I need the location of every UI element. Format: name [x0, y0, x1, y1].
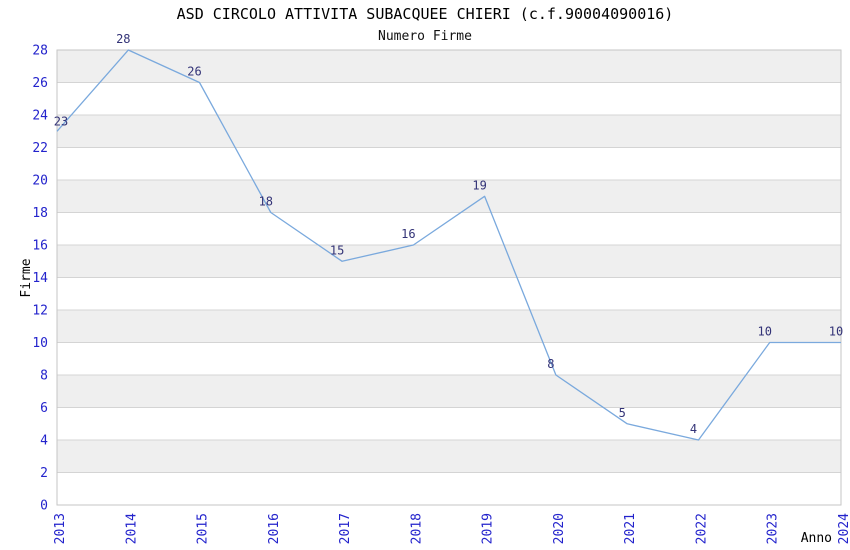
series-layer [56, 49, 841, 441]
y-tick-label: 18 [32, 206, 48, 221]
background-band [57, 310, 841, 343]
plot-border [56, 49, 842, 506]
x-tick-label: 2020 [552, 513, 567, 544]
data-point-label: 26 [187, 65, 201, 79]
y-tick-label: 8 [40, 369, 48, 384]
background-band [57, 440, 841, 473]
y-tick-label: 4 [40, 434, 48, 449]
x-tick-label: 2013 [53, 513, 68, 544]
x-axis-tick-labels: 2013 2014 2015 2016 2017 2018 2019 2020 2021 2022… [53, 513, 850, 544]
y-tick-label: 26 [32, 76, 48, 91]
data-point-label: 19 [472, 178, 486, 192]
series-line [56, 49, 841, 441]
background-band [57, 115, 841, 148]
data-point-label: 15 [330, 243, 344, 257]
data-point-label: 10 [757, 325, 771, 339]
background-band [57, 245, 841, 278]
x-tick-label: 2015 [196, 513, 211, 544]
y-tick-label: 10 [32, 336, 48, 351]
data-point-label: 16 [401, 227, 415, 241]
x-tick-label: 2024 [837, 513, 850, 544]
y-axis-title: Firme [19, 258, 34, 297]
chart-title: ASD CIRCOLO ATTIVITA SUBACQUEE CHIERI (c… [177, 5, 674, 23]
data-point-label: 28 [116, 32, 130, 46]
y-tick-label: 14 [32, 271, 48, 286]
x-tick-label: 2014 [124, 513, 139, 544]
x-tick-label: 2016 [267, 513, 282, 544]
y-tick-label: 24 [32, 109, 48, 124]
y-tick-label: 16 [32, 239, 48, 254]
y-tick-label: 0 [40, 499, 48, 514]
point-labels-layer: 23 28 26 18 15 16 19 8 5 4 10 10 [54, 32, 843, 436]
y-tick-label: 22 [32, 141, 48, 156]
data-point-label: 18 [259, 195, 273, 209]
data-point-label: 8 [547, 357, 554, 371]
y-tick-label: 6 [40, 401, 48, 416]
data-point-label: 10 [829, 325, 843, 339]
y-tick-label: 12 [32, 304, 48, 319]
chart-subtitle: Numero Firme [378, 29, 472, 44]
y-tick-label: 2 [40, 466, 48, 481]
plot-gridlines [57, 82, 841, 473]
data-point-label: 23 [54, 114, 68, 128]
y-tick-label: 20 [32, 174, 48, 189]
plot-bands [57, 50, 841, 473]
x-tick-label: 2018 [409, 513, 424, 544]
x-tick-label: 2017 [338, 513, 353, 544]
x-tick-label: 2023 [766, 513, 781, 544]
background-band [57, 50, 841, 83]
data-point-label: 4 [690, 422, 697, 436]
data-point-label: 5 [619, 406, 626, 420]
background-band [57, 375, 841, 408]
x-tick-label: 2019 [481, 513, 496, 544]
plot-border [56, 49, 842, 506]
background-band [57, 180, 841, 213]
x-tick-label: 2021 [623, 513, 638, 544]
y-tick-label: 28 [32, 44, 48, 59]
x-tick-label: 2022 [695, 513, 710, 544]
x-axis-title: Anno [801, 531, 832, 546]
